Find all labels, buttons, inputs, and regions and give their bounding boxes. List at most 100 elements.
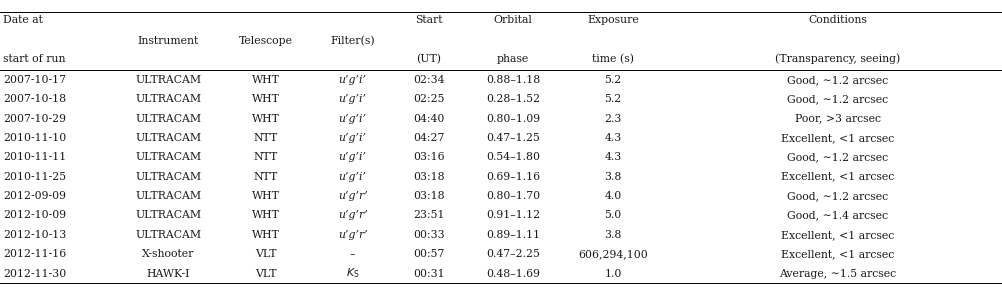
Text: 00:33: 00:33 — [413, 230, 445, 240]
Text: 2007-10-17: 2007-10-17 — [3, 75, 66, 85]
Text: 5.2: 5.2 — [604, 94, 622, 104]
Text: 2010-11-10: 2010-11-10 — [3, 133, 66, 143]
Text: u’g’r’: u’g’r’ — [338, 191, 368, 201]
Text: ULTRACAM: ULTRACAM — [135, 94, 201, 104]
Text: 0.80–1.70: 0.80–1.70 — [486, 191, 540, 201]
Text: 4.3: 4.3 — [604, 133, 622, 143]
Text: u’g’r’: u’g’r’ — [338, 211, 368, 220]
Text: u’g’i’: u’g’i’ — [339, 133, 367, 143]
Text: 5.0: 5.0 — [604, 211, 622, 220]
Text: Telescope: Telescope — [238, 36, 293, 46]
Text: NTT: NTT — [254, 172, 278, 182]
Text: 02:25: 02:25 — [413, 94, 445, 104]
Text: NTT: NTT — [254, 152, 278, 162]
Text: X-shooter: X-shooter — [142, 249, 194, 259]
Text: 2012-11-16: 2012-11-16 — [3, 249, 66, 259]
Text: WHT: WHT — [252, 75, 280, 85]
Text: u’g’i’: u’g’i’ — [339, 114, 367, 124]
Text: Start: Start — [415, 15, 443, 25]
Text: Excellent, <1 arcsec: Excellent, <1 arcsec — [781, 133, 895, 143]
Text: Average, ∼1.5 arcsec: Average, ∼1.5 arcsec — [780, 269, 896, 279]
Text: 0.69–1.16: 0.69–1.16 — [486, 172, 540, 182]
Text: 5.2: 5.2 — [604, 75, 622, 85]
Text: start of run: start of run — [3, 54, 65, 64]
Text: VLT: VLT — [255, 249, 277, 259]
Text: 2010-11-11: 2010-11-11 — [3, 152, 66, 162]
Text: (UT): (UT) — [417, 54, 441, 64]
Text: Poor, >3 arcsec: Poor, >3 arcsec — [795, 114, 881, 124]
Text: 2007-10-18: 2007-10-18 — [3, 94, 66, 104]
Text: 03:16: 03:16 — [413, 152, 445, 162]
Text: 00:31: 00:31 — [413, 269, 445, 279]
Text: Good, ∼1.4 arcsec: Good, ∼1.4 arcsec — [788, 211, 888, 220]
Text: ULTRACAM: ULTRACAM — [135, 211, 201, 220]
Text: 0.28–1.52: 0.28–1.52 — [486, 94, 540, 104]
Text: Good, ∼1.2 arcsec: Good, ∼1.2 arcsec — [788, 75, 888, 85]
Text: WHT: WHT — [252, 230, 280, 240]
Text: u’g’i’: u’g’i’ — [339, 75, 367, 85]
Text: 2012-10-13: 2012-10-13 — [3, 230, 66, 240]
Text: u’g’r’: u’g’r’ — [338, 230, 368, 240]
Text: 03:18: 03:18 — [413, 172, 445, 182]
Text: ULTRACAM: ULTRACAM — [135, 152, 201, 162]
Text: 2007-10-29: 2007-10-29 — [3, 114, 66, 124]
Text: 4.0: 4.0 — [604, 191, 622, 201]
Text: VLT: VLT — [255, 269, 277, 279]
Text: Conditions: Conditions — [809, 15, 867, 25]
Text: Good, ∼1.2 arcsec: Good, ∼1.2 arcsec — [788, 152, 888, 162]
Text: Excellent, <1 arcsec: Excellent, <1 arcsec — [781, 249, 895, 259]
Text: ULTRACAM: ULTRACAM — [135, 230, 201, 240]
Text: ULTRACAM: ULTRACAM — [135, 114, 201, 124]
Text: Filter(s): Filter(s) — [331, 36, 375, 46]
Text: 1.0: 1.0 — [604, 269, 622, 279]
Text: WHT: WHT — [252, 211, 280, 220]
Text: u’g’i’: u’g’i’ — [339, 152, 367, 162]
Text: 4.3: 4.3 — [604, 152, 622, 162]
Text: Exposure: Exposure — [587, 15, 639, 25]
Text: ULTRACAM: ULTRACAM — [135, 172, 201, 182]
Text: ULTRACAM: ULTRACAM — [135, 75, 201, 85]
Text: 03:18: 03:18 — [413, 191, 445, 201]
Text: 606,294,100: 606,294,100 — [578, 249, 648, 259]
Text: u’g’i’: u’g’i’ — [339, 172, 367, 182]
Text: 2012-10-09: 2012-10-09 — [3, 211, 66, 220]
Text: 02:34: 02:34 — [413, 75, 445, 85]
Text: WHT: WHT — [252, 94, 280, 104]
Text: Good, ∼1.2 arcsec: Good, ∼1.2 arcsec — [788, 191, 888, 201]
Text: 04:40: 04:40 — [413, 114, 445, 124]
Text: 2.3: 2.3 — [604, 114, 622, 124]
Text: ULTRACAM: ULTRACAM — [135, 191, 201, 201]
Text: 00:57: 00:57 — [413, 249, 445, 259]
Text: 0.47–2.25: 0.47–2.25 — [486, 249, 540, 259]
Text: Orbital: Orbital — [494, 15, 532, 25]
Text: 04:27: 04:27 — [413, 133, 445, 143]
Text: 2012-11-30: 2012-11-30 — [3, 269, 66, 279]
Text: 0.89–1.11: 0.89–1.11 — [486, 230, 540, 240]
Text: ULTRACAM: ULTRACAM — [135, 133, 201, 143]
Text: WHT: WHT — [252, 114, 280, 124]
Text: 2012-09-09: 2012-09-09 — [3, 191, 66, 201]
Text: WHT: WHT — [252, 191, 280, 201]
Text: Excellent, <1 arcsec: Excellent, <1 arcsec — [781, 172, 895, 182]
Text: 0.54–1.80: 0.54–1.80 — [486, 152, 540, 162]
Text: 0.80–1.09: 0.80–1.09 — [486, 114, 540, 124]
Text: Date at: Date at — [3, 15, 43, 25]
Text: Good, ∼1.2 arcsec: Good, ∼1.2 arcsec — [788, 94, 888, 104]
Text: 0.91–1.12: 0.91–1.12 — [486, 211, 540, 220]
Text: 3.8: 3.8 — [604, 172, 622, 182]
Text: (Transparency, seeing): (Transparency, seeing) — [775, 54, 900, 64]
Text: –: – — [350, 249, 356, 259]
Text: phase: phase — [497, 54, 529, 64]
Text: $K_{\rm S}$: $K_{\rm S}$ — [346, 267, 360, 280]
Text: 3.8: 3.8 — [604, 230, 622, 240]
Text: u’g’i’: u’g’i’ — [339, 94, 367, 104]
Text: 0.88–1.18: 0.88–1.18 — [486, 75, 540, 85]
Text: 0.48–1.69: 0.48–1.69 — [486, 269, 540, 279]
Text: Excellent, <1 arcsec: Excellent, <1 arcsec — [781, 230, 895, 240]
Text: Instrument: Instrument — [137, 36, 199, 46]
Text: time (s): time (s) — [592, 54, 634, 64]
Text: 0.47–1.25: 0.47–1.25 — [486, 133, 540, 143]
Text: HAWK-I: HAWK-I — [146, 269, 190, 279]
Text: 2010-11-25: 2010-11-25 — [3, 172, 66, 182]
Text: NTT: NTT — [254, 133, 278, 143]
